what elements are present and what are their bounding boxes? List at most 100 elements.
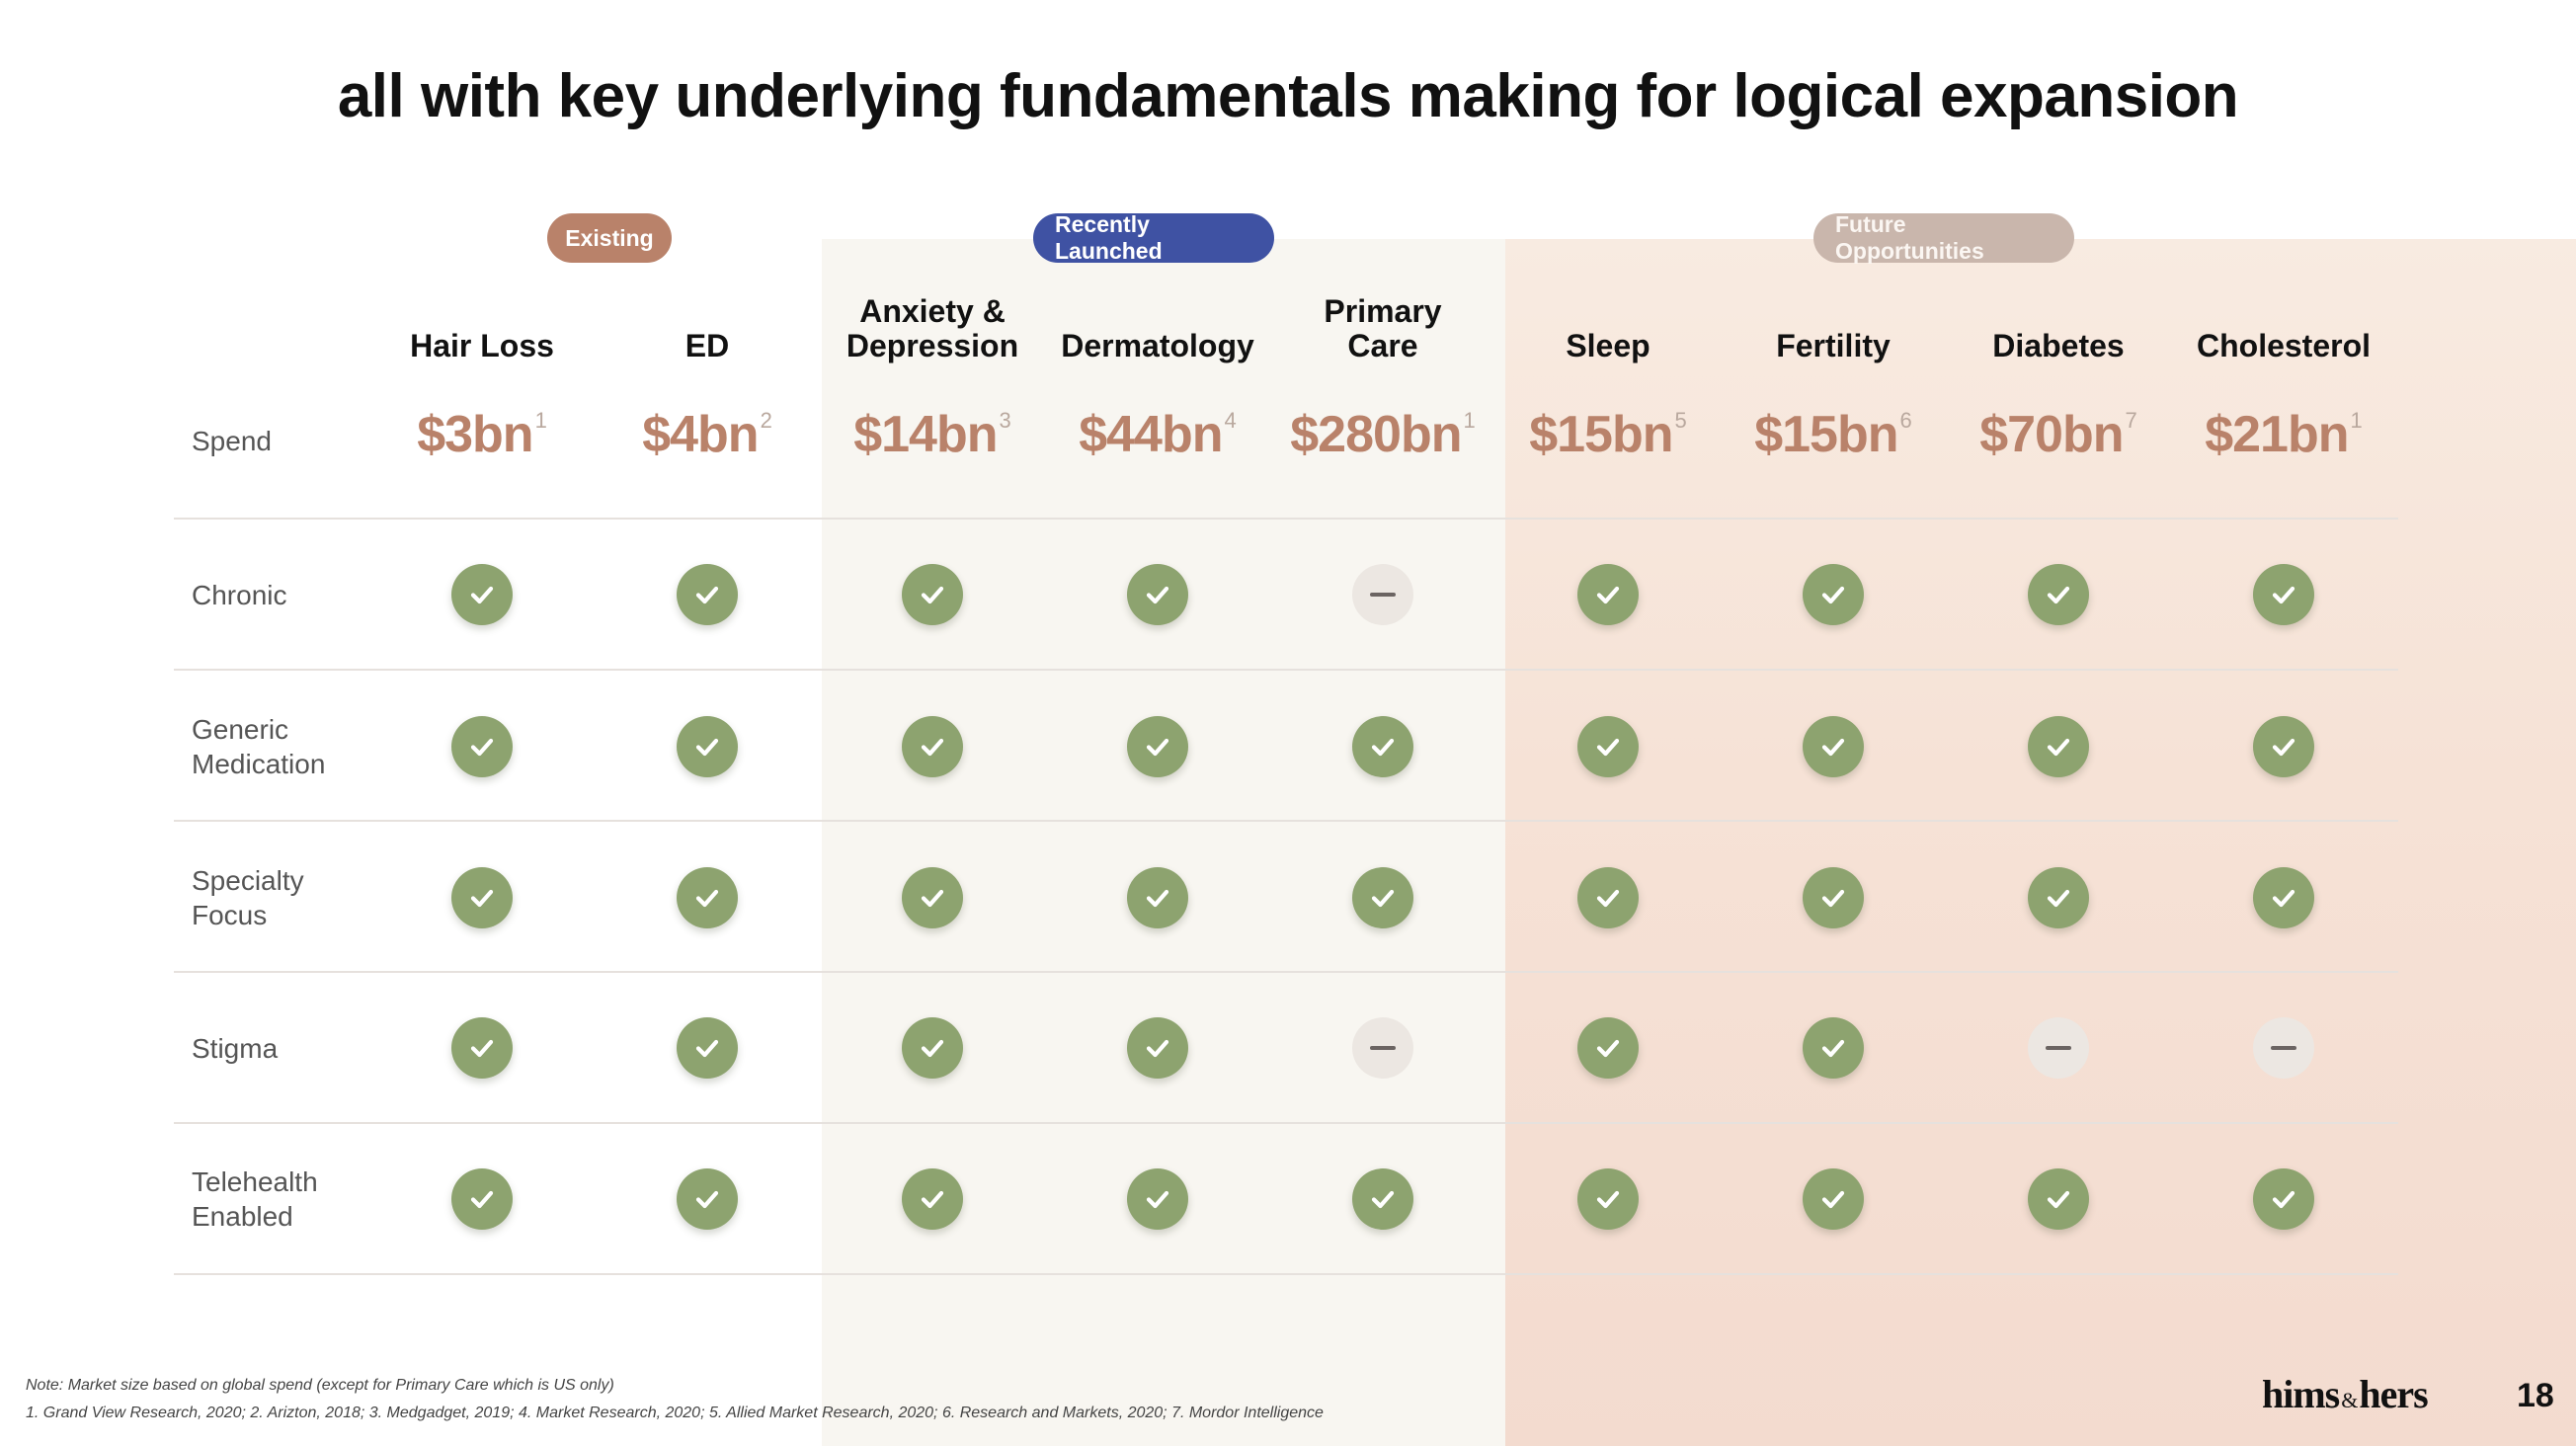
dash-icon xyxy=(1352,1017,1413,1079)
row-label: Chronic xyxy=(192,579,287,610)
check-icon xyxy=(451,716,513,777)
future-opportunities-badge: Future Opportunities xyxy=(1813,211,2074,264)
check-icon xyxy=(2028,564,2089,625)
column-header: Diabetes xyxy=(1992,328,2125,363)
spend-value: $280bn1 xyxy=(1270,405,1495,464)
column-header: Primary Care xyxy=(1324,293,1442,363)
dash-icon xyxy=(2028,1017,2089,1079)
check-icon xyxy=(1803,867,1864,928)
row-label: Generic Medication xyxy=(192,714,326,779)
column-header: Dermatology xyxy=(1061,328,1254,363)
check-icon xyxy=(1577,564,1639,625)
spend-footnote-ref: 1 xyxy=(2350,407,2363,433)
logo-amp: & xyxy=(2341,1388,2358,1412)
spend-amount: $3bn xyxy=(417,406,533,463)
recently-launched-panel xyxy=(822,239,1505,1446)
slide-title: all with key underlying fundamentals mak… xyxy=(337,62,2239,130)
existing-badge: Existing xyxy=(547,213,672,263)
dash-icon xyxy=(1352,564,1413,625)
spend-amount: $280bn xyxy=(1290,406,1462,463)
check-icon xyxy=(1127,716,1188,777)
check-icon xyxy=(451,564,513,625)
row-label: Spend xyxy=(192,425,272,456)
spend-amount: $15bn xyxy=(1529,406,1673,463)
dash-icon xyxy=(2253,1017,2314,1079)
row-divider xyxy=(174,971,2398,973)
check-icon xyxy=(1127,867,1188,928)
logo-hers: hers xyxy=(2359,1372,2428,1416)
spend-amount: $70bn xyxy=(1979,406,2124,463)
check-icon xyxy=(2028,867,2089,928)
row-divider xyxy=(174,1273,2398,1275)
spend-value: $14bn3 xyxy=(820,405,1045,464)
check-icon xyxy=(2253,867,2314,928)
check-icon xyxy=(2253,1168,2314,1230)
logo-hims: hims xyxy=(2262,1372,2340,1416)
spend-footnote-ref: 5 xyxy=(1674,407,1687,433)
spend-amount: $14bn xyxy=(853,406,998,463)
check-icon xyxy=(1127,1017,1188,1079)
check-icon xyxy=(2253,716,2314,777)
spend-footnote-ref: 1 xyxy=(1463,407,1476,433)
check-icon xyxy=(677,564,738,625)
spend-footnote-ref: 6 xyxy=(1899,407,1912,433)
row-label: Stigma xyxy=(192,1032,279,1064)
spend-value: $15bn6 xyxy=(1721,405,1946,464)
check-icon xyxy=(1352,716,1413,777)
spend-amount: $44bn xyxy=(1079,406,1223,463)
check-icon xyxy=(677,716,738,777)
market-size-note: Note: Market size based on global spend … xyxy=(26,1377,614,1394)
check-icon xyxy=(1352,1168,1413,1230)
check-icon xyxy=(1127,1168,1188,1230)
spend-amount: $15bn xyxy=(1754,406,1898,463)
sources-footnote: 1. Grand View Research, 2020; 2. Arizton… xyxy=(26,1405,1324,1421)
check-icon xyxy=(1577,1168,1639,1230)
spend-value: $21bn1 xyxy=(2171,405,2396,464)
check-icon xyxy=(902,867,963,928)
spend-value: $3bn1 xyxy=(369,405,595,464)
column-header: Sleep xyxy=(1566,328,1650,363)
row-divider xyxy=(174,669,2398,671)
hims-and-hers-logo: hims&hers xyxy=(2262,1371,2429,1417)
check-icon xyxy=(677,1017,738,1079)
row-divider xyxy=(174,518,2398,520)
future-opportunities-panel xyxy=(1505,239,2576,1446)
spend-footnote-ref: 7 xyxy=(2125,407,2137,433)
column-header: Fertility xyxy=(1776,328,1891,363)
row-label: Specialty Focus xyxy=(192,865,304,930)
check-icon xyxy=(1352,867,1413,928)
recently-launched-badge: Recently Launched xyxy=(1033,211,1274,264)
check-icon xyxy=(2253,564,2314,625)
spend-footnote-ref: 1 xyxy=(534,407,547,433)
spend-value: $70bn7 xyxy=(1946,405,2171,464)
spend-footnote-ref: 2 xyxy=(760,407,772,433)
check-icon xyxy=(902,716,963,777)
spend-value: $15bn5 xyxy=(1495,405,1721,464)
row-divider xyxy=(174,820,2398,822)
check-icon xyxy=(902,1017,963,1079)
check-icon xyxy=(1803,564,1864,625)
check-icon xyxy=(1803,1168,1864,1230)
spend-footnote-ref: 4 xyxy=(1224,407,1237,433)
column-header: ED xyxy=(684,328,730,363)
spend-amount: $21bn xyxy=(2205,406,2349,463)
column-header: Cholesterol xyxy=(2196,328,2372,363)
check-icon xyxy=(451,1168,513,1230)
check-icon xyxy=(451,867,513,928)
check-icon xyxy=(1803,716,1864,777)
spend-value: $4bn2 xyxy=(595,405,820,464)
column-header: Anxiety & Depression xyxy=(845,293,1019,363)
page-number: 18 xyxy=(2517,1377,2554,1414)
check-icon xyxy=(677,867,738,928)
column-header: Hair Loss xyxy=(410,328,554,363)
check-icon xyxy=(1803,1017,1864,1079)
check-icon xyxy=(1127,564,1188,625)
check-icon xyxy=(677,1168,738,1230)
check-icon xyxy=(902,1168,963,1230)
row-label: Telehealth Enabled xyxy=(192,1166,318,1232)
check-icon xyxy=(2028,716,2089,777)
row-divider xyxy=(174,1122,2398,1124)
spend-value: $44bn4 xyxy=(1045,405,1270,464)
check-icon xyxy=(902,564,963,625)
check-icon xyxy=(1577,1017,1639,1079)
